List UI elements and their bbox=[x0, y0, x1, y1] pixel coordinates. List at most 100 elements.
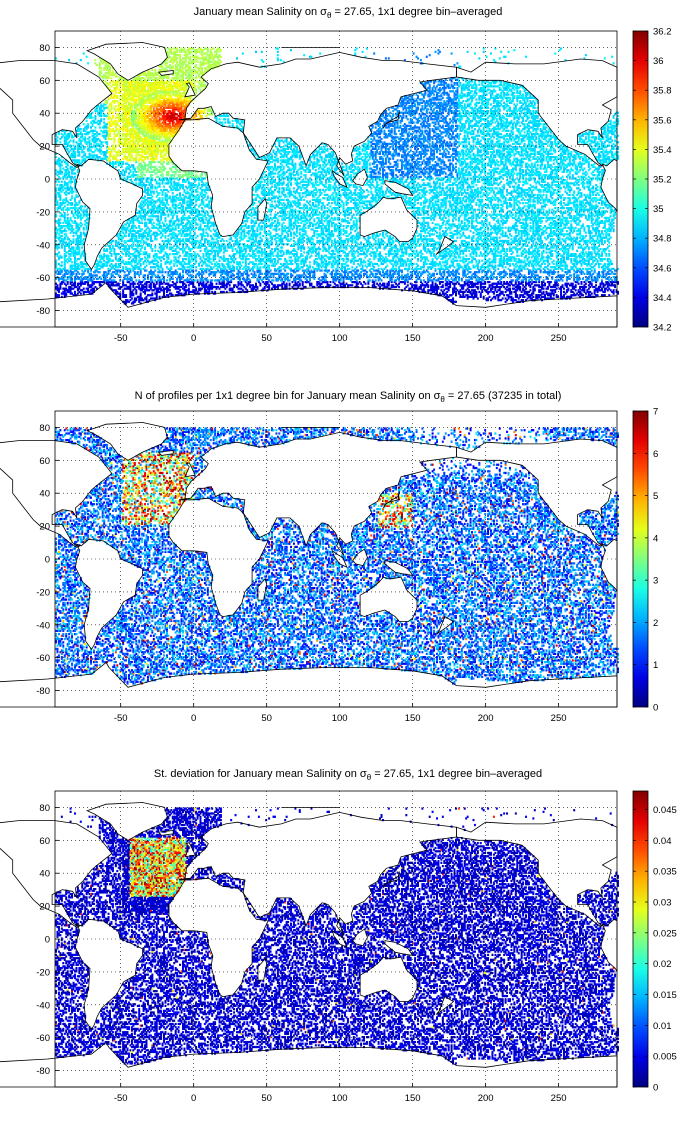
data-cell bbox=[176, 234, 179, 238]
data-cell bbox=[142, 141, 145, 144]
data-cell bbox=[87, 62, 90, 65]
data-cell bbox=[127, 300, 130, 303]
data-cell bbox=[171, 165, 174, 169]
data-cell bbox=[139, 147, 142, 150]
data-cell bbox=[129, 282, 132, 285]
data-cell bbox=[95, 131, 98, 134]
data-cell bbox=[120, 98, 123, 101]
data-cell bbox=[151, 149, 154, 152]
data-cell bbox=[165, 253, 168, 256]
data-cell bbox=[75, 206, 78, 210]
data-cell bbox=[168, 124, 171, 127]
data-cell bbox=[155, 154, 158, 157]
data-cell bbox=[56, 285, 59, 289]
data-cell bbox=[132, 236, 135, 239]
data-cell bbox=[84, 152, 87, 155]
data-cell bbox=[142, 137, 145, 141]
data-cell bbox=[125, 223, 128, 226]
data-cell bbox=[125, 103, 128, 106]
data-cell bbox=[73, 197, 76, 200]
data-cell bbox=[72, 172, 75, 175]
data-cell bbox=[111, 83, 114, 86]
data-cell bbox=[66, 175, 69, 178]
data-cell bbox=[173, 85, 176, 88]
data-cell bbox=[94, 157, 97, 160]
data-cell bbox=[144, 198, 147, 201]
data-cell bbox=[133, 123, 136, 126]
data-cell bbox=[55, 261, 57, 264]
data-cell bbox=[132, 243, 135, 246]
data-cell bbox=[144, 146, 147, 149]
data-cell bbox=[116, 121, 119, 124]
data-cell bbox=[114, 290, 117, 294]
data-cell bbox=[81, 272, 84, 275]
data-cell bbox=[65, 182, 68, 185]
data-cell bbox=[136, 128, 139, 131]
data-cell bbox=[158, 111, 161, 114]
data-cell bbox=[161, 229, 164, 233]
data-cell bbox=[152, 233, 155, 236]
data-cell bbox=[123, 170, 126, 174]
data-cell bbox=[87, 276, 90, 279]
data-cell bbox=[145, 297, 148, 300]
data-cell bbox=[110, 73, 113, 76]
data-cell bbox=[179, 183, 182, 187]
data-cell bbox=[144, 101, 147, 104]
data-cell bbox=[113, 267, 116, 271]
data-cell bbox=[62, 202, 65, 205]
data-cell bbox=[130, 216, 133, 220]
data-cell bbox=[125, 142, 128, 146]
data-cell bbox=[98, 114, 101, 118]
data-cell bbox=[164, 142, 167, 146]
data-cell bbox=[90, 269, 93, 272]
data-cell bbox=[152, 86, 155, 90]
data-cell bbox=[117, 295, 120, 298]
data-cell bbox=[138, 128, 141, 131]
data-cell bbox=[107, 68, 110, 72]
data-cell bbox=[116, 128, 119, 131]
data-cell bbox=[65, 221, 68, 224]
data-cell bbox=[145, 192, 148, 195]
data-cell bbox=[154, 141, 157, 144]
data-cell bbox=[160, 151, 163, 154]
data-cell bbox=[135, 113, 138, 116]
data-cell bbox=[71, 246, 74, 249]
data-cell bbox=[158, 185, 161, 188]
data-cell bbox=[164, 100, 167, 103]
data-cell bbox=[179, 262, 182, 266]
data-cell bbox=[104, 137, 107, 141]
data-cell bbox=[129, 134, 132, 137]
data-cell bbox=[132, 98, 135, 101]
data-cell bbox=[165, 151, 168, 154]
data-cell bbox=[104, 123, 107, 126]
data-cell bbox=[152, 132, 155, 136]
data-cell bbox=[135, 137, 138, 141]
data-cell bbox=[129, 80, 132, 83]
data-cell bbox=[123, 262, 126, 266]
data-cell bbox=[141, 299, 144, 302]
data-cell bbox=[122, 100, 125, 103]
data-cell bbox=[155, 131, 158, 134]
data-cell bbox=[75, 262, 78, 266]
data-cell bbox=[165, 77, 168, 80]
data-cell bbox=[164, 225, 167, 228]
data-cell bbox=[176, 177, 179, 180]
data-cell bbox=[158, 198, 161, 201]
data-cell bbox=[79, 243, 82, 246]
data-cell bbox=[56, 170, 59, 174]
data-cell bbox=[167, 234, 170, 238]
data-cell bbox=[165, 246, 168, 249]
data-cell bbox=[56, 136, 59, 139]
data-cell bbox=[103, 274, 106, 277]
data-cell bbox=[144, 282, 147, 285]
data-cell bbox=[98, 267, 101, 271]
data-cell bbox=[123, 246, 126, 249]
data-cell bbox=[107, 279, 110, 282]
data-cell bbox=[139, 137, 142, 141]
data-cell bbox=[110, 154, 113, 157]
data-cell bbox=[167, 73, 170, 76]
data-cell bbox=[163, 277, 166, 280]
data-cell bbox=[164, 119, 167, 123]
data-cell bbox=[146, 218, 149, 221]
data-cell bbox=[106, 72, 109, 75]
